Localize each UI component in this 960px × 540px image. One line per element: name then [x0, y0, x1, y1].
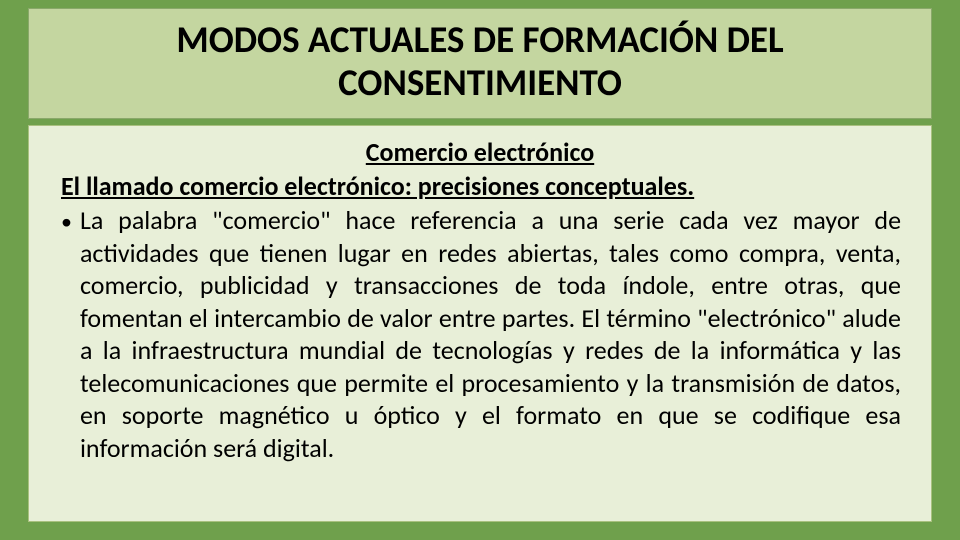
bullet-marker: •: [61, 208, 72, 237]
content-subtitle: Comercio electrónico: [59, 136, 901, 168]
bullet-item: • La palabra "comercio" hace referencia …: [59, 204, 901, 464]
title-box: MODOS ACTUALES DE FORMACIÓN DEL CONSENTI…: [28, 8, 932, 119]
content-box: Comercio electrónico El llamado comercio…: [28, 125, 932, 522]
slide-title: MODOS ACTUALES DE FORMACIÓN DEL CONSENTI…: [41, 19, 919, 104]
content-subheading: El llamado comercio electrónico: precisi…: [59, 170, 901, 202]
bullet-text: La palabra "comercio" hace referencia a …: [80, 204, 901, 464]
